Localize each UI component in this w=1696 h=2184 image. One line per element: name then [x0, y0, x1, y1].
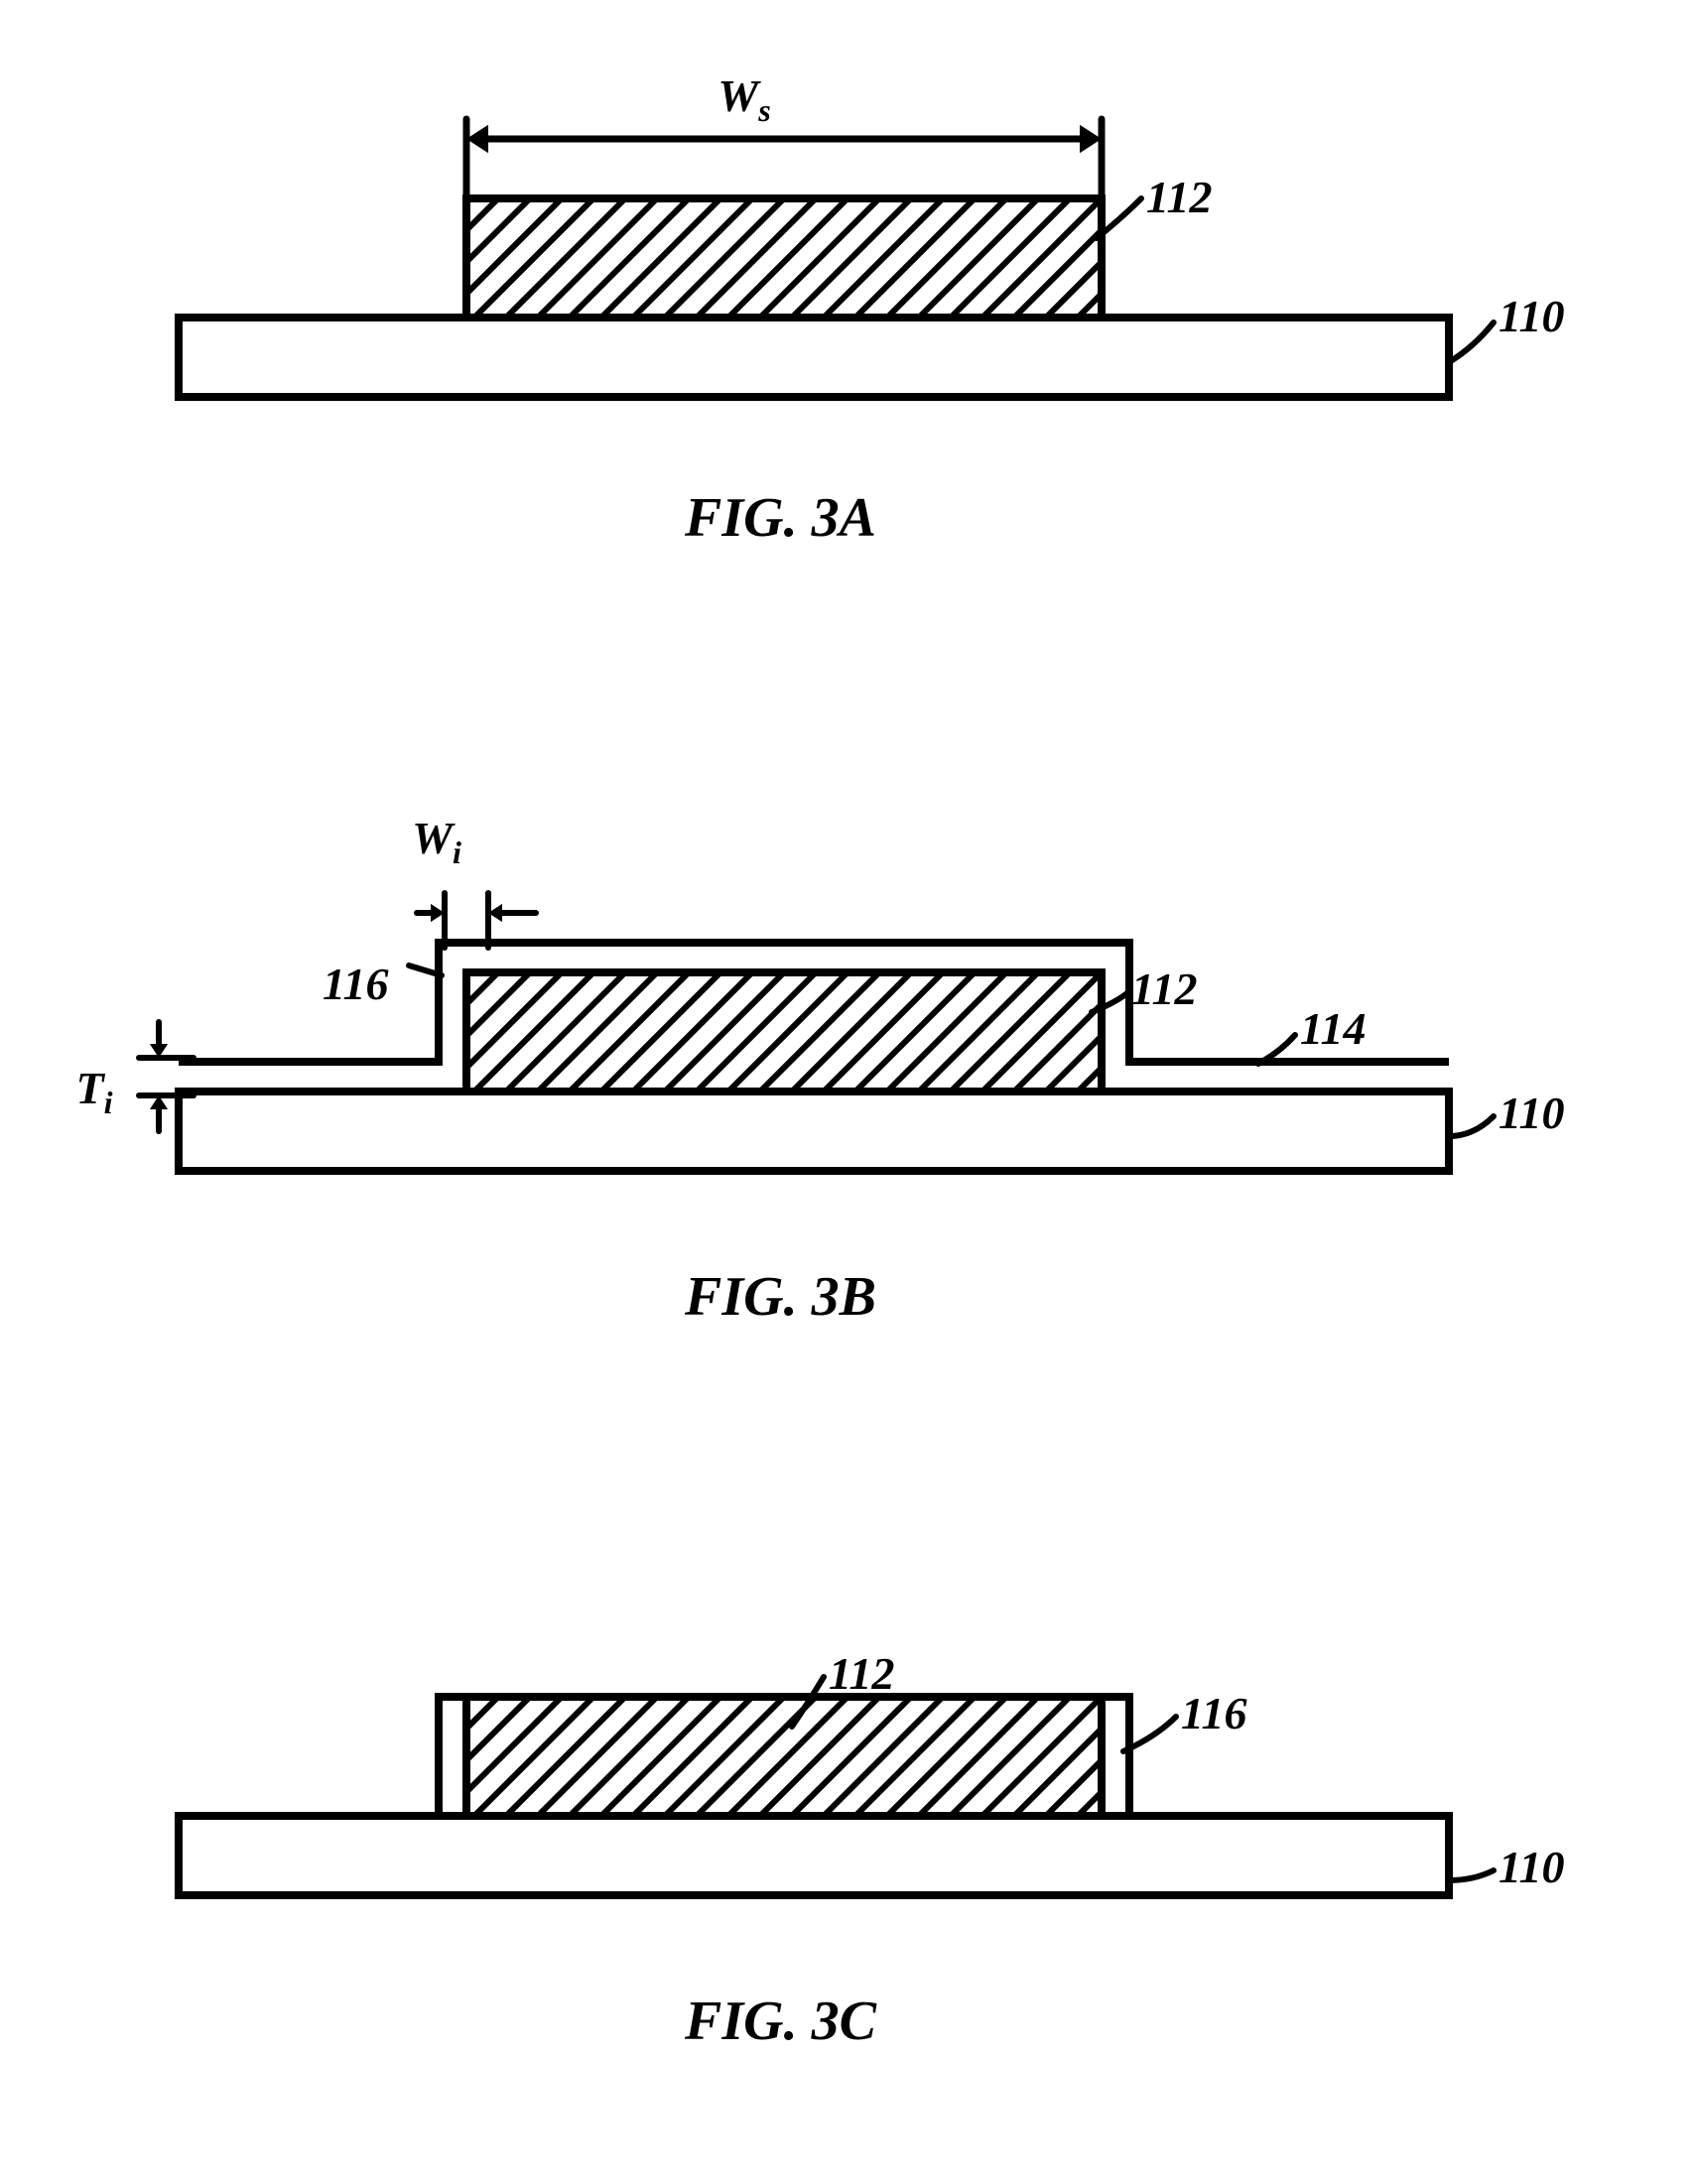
fig-3a: [179, 119, 1494, 397]
dim-wi: Wi: [412, 812, 461, 871]
ref-114-b: 114: [1300, 1002, 1366, 1055]
ref-112-c: 112: [829, 1647, 894, 1700]
diagram-svg: [0, 0, 1696, 2184]
ref-112-b: 112: [1131, 963, 1197, 1015]
ref-110-c: 110: [1499, 1841, 1564, 1893]
caption-fig-3a: FIG. 3A: [685, 486, 876, 550]
ref-116-c: 116: [1181, 1687, 1246, 1739]
dim-ws: Ws: [718, 69, 770, 129]
diagram-stage: Ws 112 110 FIG. 3A Wi Ti 112 110 116 114 FIG. 3B 11…: [0, 0, 1696, 2184]
ref-110-b: 110: [1499, 1087, 1564, 1139]
caption-fig-3b: FIG. 3B: [685, 1265, 876, 1329]
fig-3b: [139, 893, 1494, 1171]
caption-fig-3c: FIG. 3C: [685, 1990, 876, 2053]
ref-116-b: 116: [323, 958, 388, 1010]
dim-ti: Ti: [75, 1062, 112, 1121]
ref-112-a: 112: [1146, 171, 1212, 223]
fig-3c: [179, 1677, 1494, 1895]
ref-110-a: 110: [1499, 290, 1564, 342]
